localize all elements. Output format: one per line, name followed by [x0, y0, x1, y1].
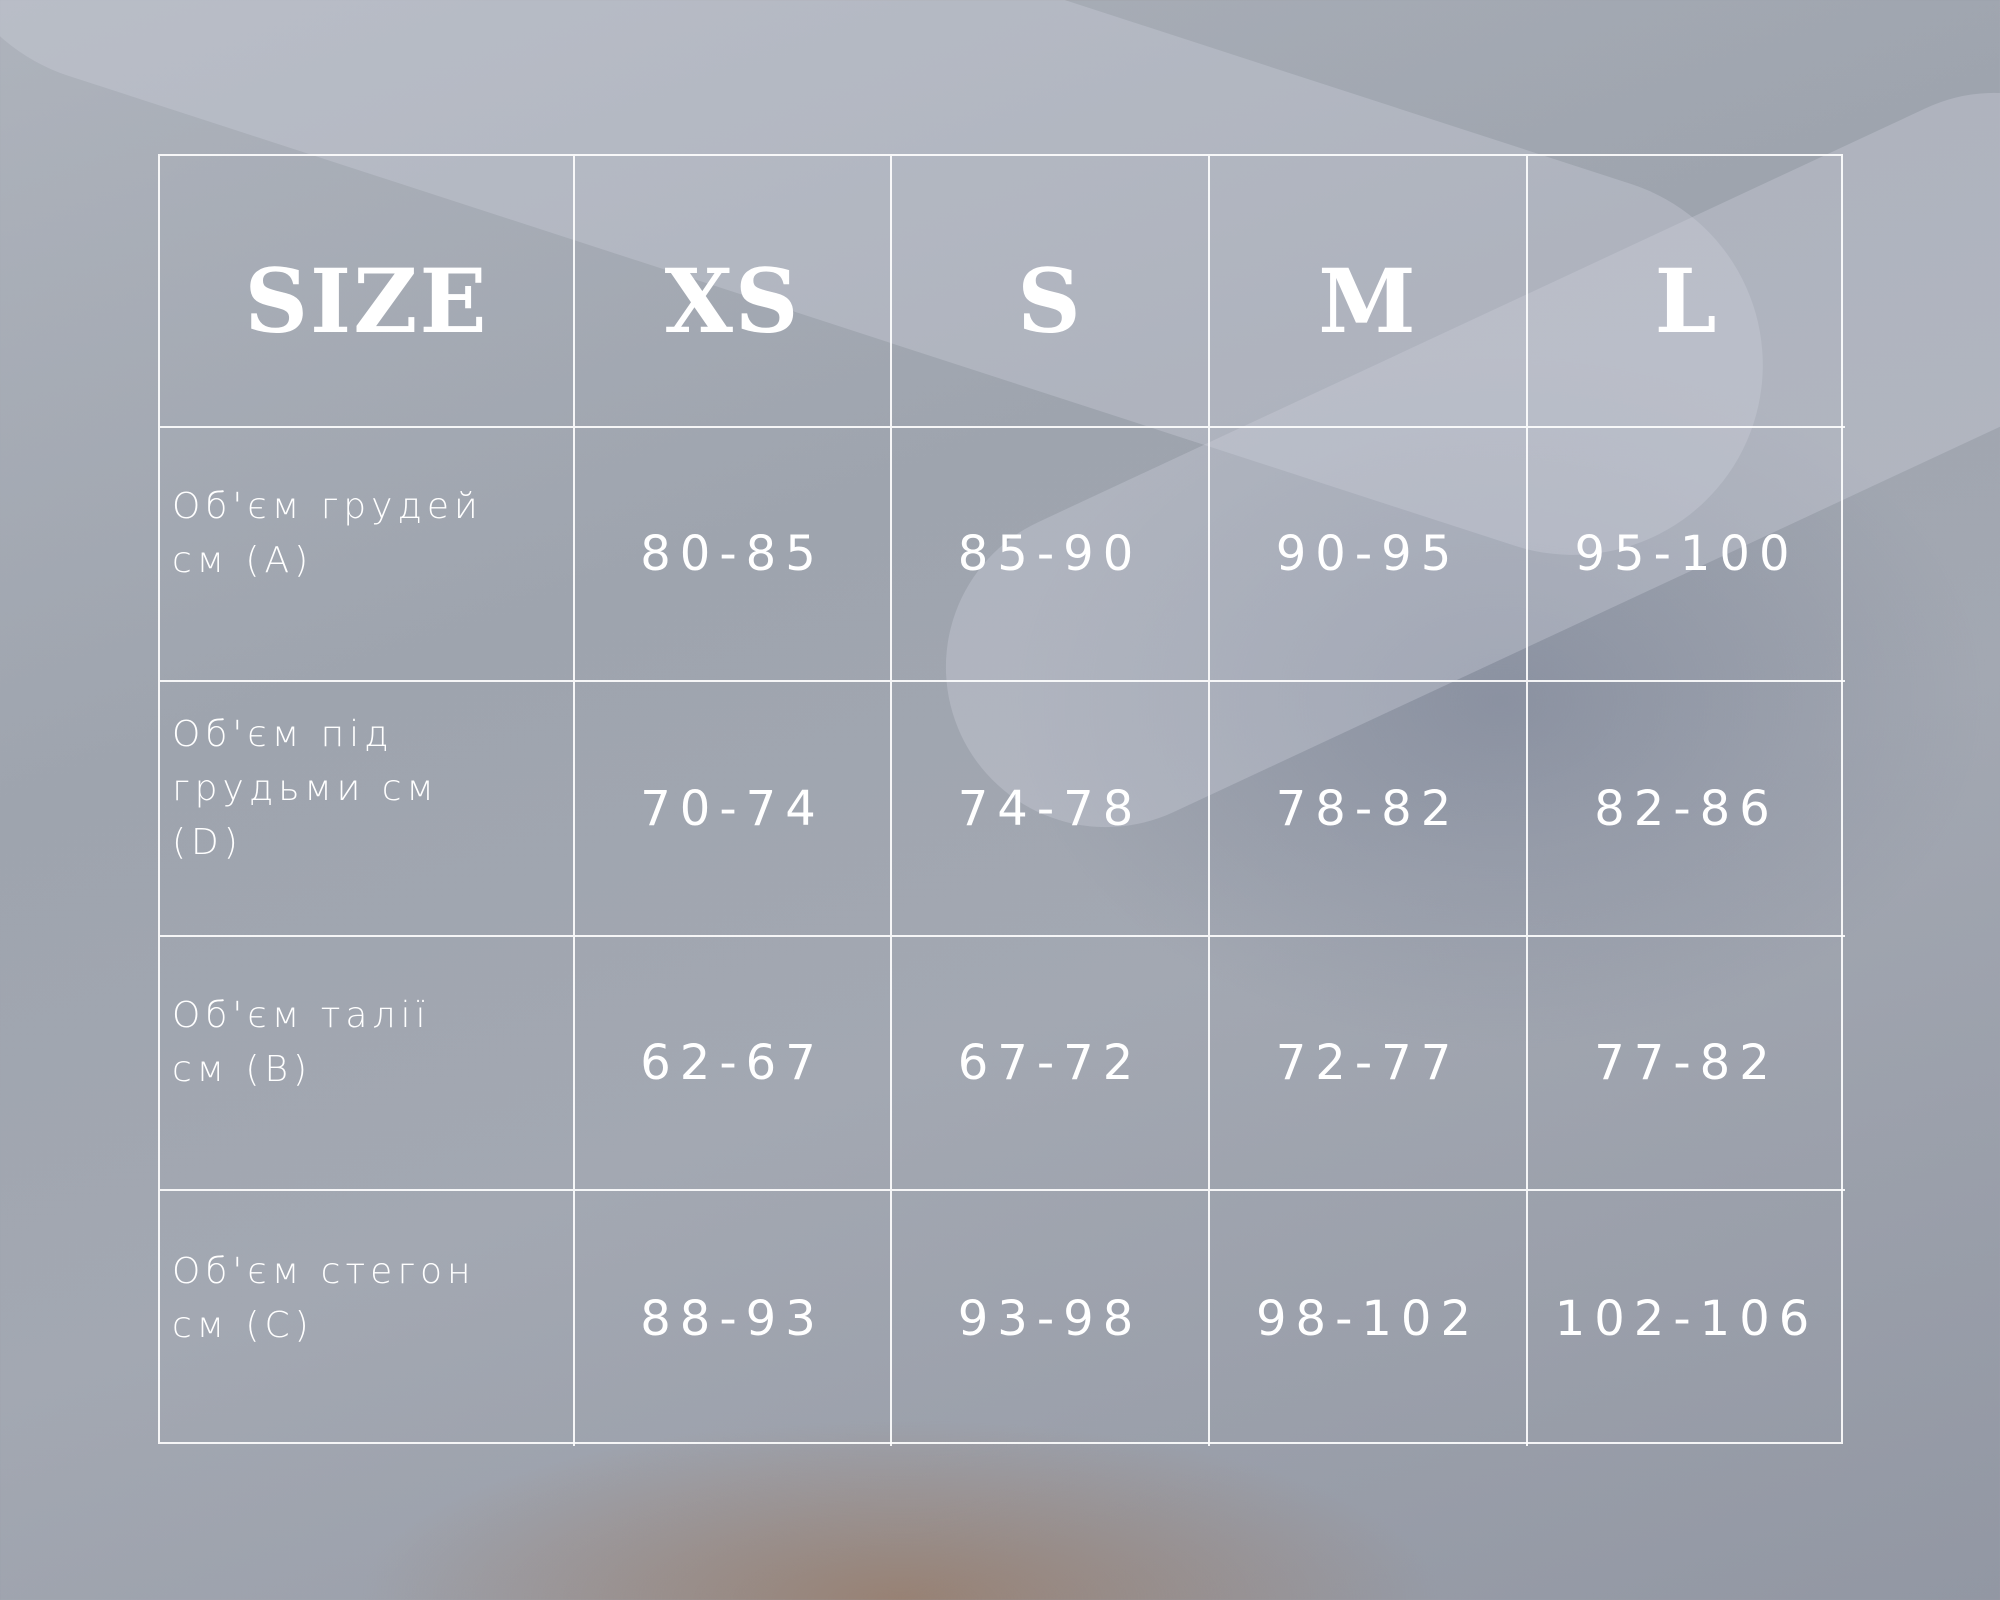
header-xs: XS: [575, 156, 892, 428]
size-value-cell: 85-90: [892, 428, 1210, 682]
size-value-cell: 70-74: [575, 682, 892, 937]
size-value-cell-text: 85-90: [957, 526, 1143, 582]
size-value-cell: 88-93: [575, 1191, 892, 1446]
header-m: M: [1210, 156, 1528, 428]
size-value-cell-text: 62-67: [640, 1035, 825, 1091]
size-value-cell-text: 80-85: [640, 526, 825, 582]
size-value-cell-text: 98-102: [1255, 1290, 1480, 1347]
row-label-text: Об'єм талії см (B): [172, 995, 431, 1090]
header-size-text: SIZE: [244, 249, 489, 353]
row-label-text: Об'єм грудей см (A): [172, 486, 483, 581]
row-label-text: Об'єм під грудьми см (D): [172, 713, 439, 863]
row-label-text: Об'єм стегон см (C): [172, 1250, 476, 1346]
size-value-cell-text: 90-95: [1275, 526, 1461, 582]
header-s-text: S: [1017, 249, 1083, 353]
size-value-cell: 72-77: [1210, 937, 1528, 1191]
size-value-cell: 62-67: [575, 937, 892, 1191]
header-size: SIZE: [160, 156, 575, 428]
size-value-cell: 67-72: [892, 937, 1210, 1191]
size-value-cell-text: 82-86: [1594, 780, 1779, 837]
size-value-cell: 80-85: [575, 428, 892, 682]
size-value-cell: 82-86: [1528, 682, 1845, 937]
size-chart-table: SIZE XS S M L Об'єм грудей см (A) 80-85 85-90 90…: [158, 154, 1845, 1446]
size-value-cell-text: 72-77: [1275, 1035, 1461, 1091]
size-value-cell-text: 70-74: [640, 780, 825, 837]
size-value-cell: 77-82: [1528, 937, 1845, 1191]
size-value-cell: 102-106: [1528, 1191, 1845, 1446]
size-value-cell: 98-102: [1210, 1191, 1528, 1446]
size-value-cell-text: 93-98: [957, 1290, 1143, 1347]
size-value-cell-text: 77-82: [1594, 1035, 1779, 1091]
size-value-cell-text: 95-100: [1574, 526, 1799, 582]
size-value-cell: 90-95: [1210, 428, 1528, 682]
header-m-text: M: [1318, 249, 1418, 353]
row-label: Об'єм грудей см (A): [160, 428, 575, 682]
size-value-cell: 95-100: [1528, 428, 1845, 682]
row-label: Об'єм талії см (B): [160, 937, 575, 1191]
header-s: S: [892, 156, 1210, 428]
size-value-cell: 93-98: [892, 1191, 1210, 1446]
row-label: Об'єм під грудьми см (D): [160, 682, 575, 937]
header-xs-text: XS: [664, 249, 801, 353]
size-value-cell-text: 88-93: [640, 1290, 825, 1347]
size-value-cell: 78-82: [1210, 682, 1528, 937]
row-label: Об'єм стегон см (C): [160, 1191, 575, 1446]
size-value-cell: 74-78: [892, 682, 1210, 937]
header-l: L: [1528, 156, 1845, 428]
size-value-cell-text: 67-72: [957, 1035, 1143, 1091]
header-l-text: L: [1654, 249, 1719, 353]
size-value-cell-text: 74-78: [957, 780, 1143, 837]
size-value-cell-text: 78-82: [1275, 780, 1461, 837]
size-value-cell-text: 102-106: [1554, 1290, 1819, 1347]
